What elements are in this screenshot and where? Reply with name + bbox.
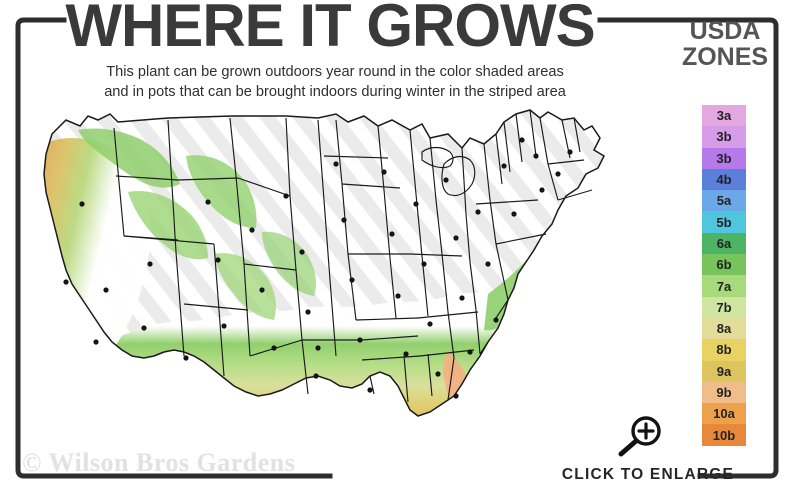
legend-heading-line-2: ZONES [681,43,769,71]
subtitle: This plant can be grown outdoors year ro… [26,62,644,102]
magnifier-plus-icon[interactable] [612,415,668,457]
legend-swatch-5b: 5b [702,211,746,233]
map-state-outlines [43,109,605,417]
legend-swatch-3a: 3a [702,105,746,127]
legend-swatch-3b-upper: 3b [702,126,746,148]
legend-swatch-3b-lower: 3b [702,147,746,169]
legend-heading-line-1: USDA [689,17,761,45]
legend-swatch-6a: 6a [702,232,746,255]
legend-swatch-7b: 7b [702,296,746,318]
watermark: © Wilson Bros Gardens [22,448,296,477]
legend-swatch-8a: 8a [702,317,746,340]
legend-swatch-7a: 7a [702,275,746,297]
legend-swatch-10b: 10b [702,424,746,446]
legend-swatch-4b: 4b [702,168,746,191]
page-title: WHERE IT GROWS [65,0,595,59]
legend-swatch-6b: 6b [702,254,746,276]
map-city-dots [63,137,573,399]
map-svg [43,109,605,417]
subtitle-line-1: This plant can be grown outdoors year ro… [106,64,564,80]
click-to-enlarge-label[interactable]: CLICK TO ENLARGE [561,466,735,483]
usda-zone-legend: 3a 3b 3b 4b 5a 5b 6a 6b 7a 7b 8a 8b 9a 9b 10a 10b [702,105,746,446]
legend-swatch-8b: 8b [702,339,746,361]
subtitle-line-2: and in pots that can be brought indoors … [104,84,566,100]
legend-swatch-9b: 9b [702,381,746,404]
hardiness-zone-map[interactable] [18,104,648,434]
legend-heading: USDA ZONES [660,18,790,70]
legend-swatch-9a: 9a [702,360,746,382]
legend-swatch-5a: 5a [702,190,746,212]
legend-swatch-10a: 10a [702,403,746,425]
